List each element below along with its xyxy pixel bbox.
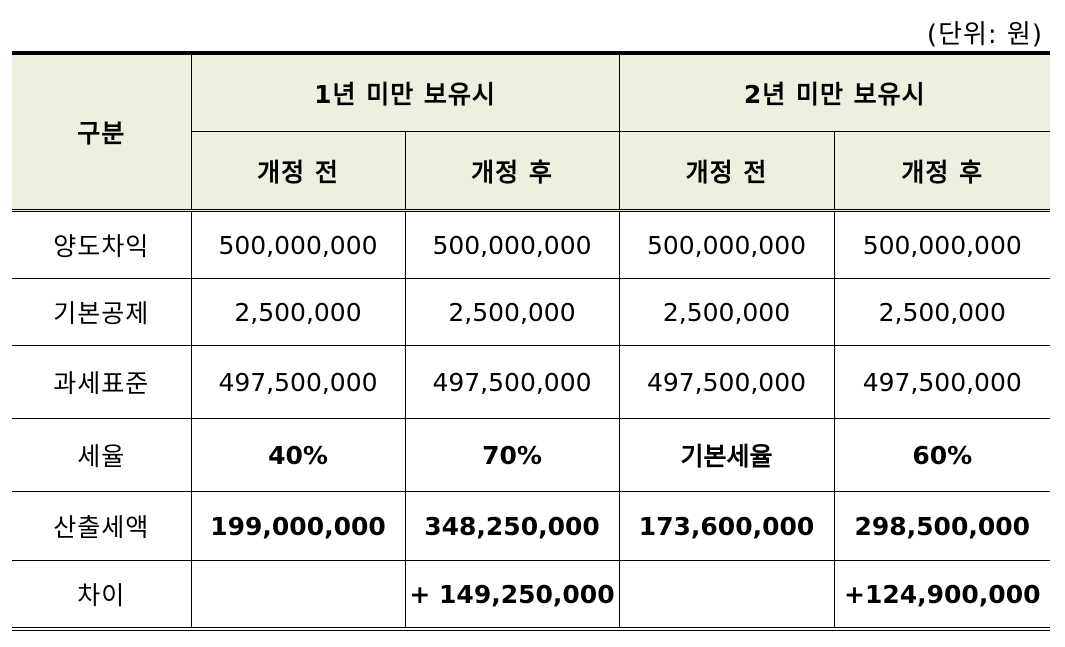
table-cell: 2,500,000 — [404, 278, 620, 346]
table-cell: 2,500,000 — [190, 278, 406, 346]
header-group-2yr: 2년 미만 보유시 — [618, 52, 1050, 132]
table-cell — [618, 560, 835, 630]
header-gubun: 구분 — [12, 52, 192, 212]
table-cell: 497,500,000 — [833, 345, 1050, 419]
table-cell: 40% — [190, 418, 406, 492]
table-cell: 500,000,000 — [833, 210, 1050, 279]
row-label: 차이 — [12, 560, 192, 630]
table-cell: 497,500,000 — [404, 345, 620, 419]
row-label: 양도차익 — [12, 210, 192, 279]
tax-comparison-table: 구분 1년 미만 보유시 2년 미만 보유시 개정 전 개정 후 개정 전 개정… — [12, 51, 1050, 631]
header-row-revision: 개정 전 개정 후 개정 전 개정 후 — [12, 131, 1050, 212]
header-row-groups: 구분 1년 미만 보유시 2년 미만 보유시 — [12, 52, 1050, 212]
table-cell: 2,500,000 — [833, 278, 1050, 346]
table-row: 세율 40% 70% 기본세율 60% — [12, 418, 1050, 492]
table-cell: +124,900,000 — [833, 560, 1050, 630]
table-cell: 60% — [833, 418, 1050, 492]
table-body: 양도차익 500,000,000 500,000,000 500,000,000… — [12, 210, 1050, 630]
table-cell: 497,500,000 — [618, 345, 835, 419]
table-row: 양도차익 500,000,000 500,000,000 500,000,000… — [12, 210, 1050, 279]
table-cell: 2,500,000 — [618, 278, 835, 346]
header-group-1yr: 1년 미만 보유시 — [190, 52, 620, 132]
table-cell: 기본세율 — [618, 418, 835, 492]
table-cell: + 149,250,000 — [404, 560, 620, 630]
row-label: 과세표준 — [12, 345, 192, 419]
header-1yr-after: 개정 후 — [404, 131, 620, 212]
table-row: 과세표준 497,500,000 497,500,000 497,500,000… — [12, 345, 1050, 419]
table-cell: 348,250,000 — [404, 491, 620, 561]
unit-note: (단위: 원) — [926, 20, 1043, 50]
row-label: 기본공제 — [12, 278, 192, 346]
table-cell: 298,500,000 — [833, 491, 1050, 561]
table-cell — [190, 560, 406, 630]
table-cell: 173,600,000 — [618, 491, 835, 561]
header-1yr-before: 개정 전 — [191, 131, 406, 212]
table-cell: 497,500,000 — [190, 345, 406, 419]
header-2yr-before: 개정 전 — [618, 131, 835, 212]
table-cell: 500,000,000 — [404, 210, 620, 279]
row-label: 산출세액 — [12, 491, 192, 561]
table-row: 산출세액 199,000,000 348,250,000 173,600,000… — [12, 491, 1050, 561]
table-cell: 500,000,000 — [190, 210, 406, 279]
header-2yr-after: 개정 후 — [833, 131, 1050, 212]
table-cell: 70% — [404, 418, 620, 492]
table-cell: 199,000,000 — [190, 491, 406, 561]
table-row: 기본공제 2,500,000 2,500,000 2,500,000 2,500… — [12, 278, 1050, 346]
row-label: 세율 — [12, 418, 192, 492]
table-header: 구분 1년 미만 보유시 2년 미만 보유시 개정 전 개정 후 개정 전 개정… — [12, 52, 1050, 212]
table-row: 차이 + 149,250,000 +124,900,000 — [12, 560, 1050, 630]
table-cell: 500,000,000 — [618, 210, 835, 279]
